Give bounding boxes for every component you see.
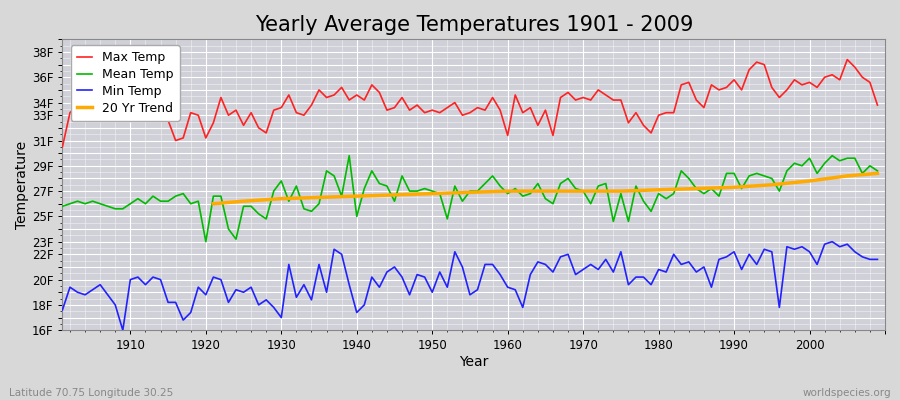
Max Temp (57, 144, 68, 149)
Y-axis label: Temperature: Temperature (15, 141, 29, 229)
Legend: Max Temp, Mean Temp, Min Temp, 20 Yr Trend: Max Temp, Mean Temp, Min Temp, 20 Yr Tre… (71, 45, 180, 121)
Line: Min Temp: Min Temp (62, 242, 878, 330)
Max Temp (842, 57, 852, 62)
Min Temp (872, 257, 883, 262)
20 Yr Trend (872, 171, 883, 176)
Max Temp (284, 92, 294, 97)
20 Yr Trend (464, 190, 475, 195)
Line: Mean Temp: Mean Temp (62, 156, 878, 242)
Min Temp (125, 277, 136, 282)
Mean Temp (608, 219, 618, 224)
20 Yr Trend (540, 189, 551, 194)
20 Yr Trend (389, 192, 400, 197)
Mean Temp (57, 204, 68, 209)
Mean Temp (337, 194, 347, 198)
20 Yr Trend (842, 174, 852, 178)
Text: worldspecies.org: worldspecies.org (803, 388, 891, 398)
Mean Temp (509, 186, 520, 191)
Mean Temp (344, 153, 355, 158)
Max Temp (328, 92, 339, 97)
20 Yr Trend (578, 189, 589, 194)
Mean Temp (291, 184, 302, 188)
20 Yr Trend (351, 194, 362, 198)
Line: Max Temp: Max Temp (62, 60, 878, 147)
Text: Latitude 70.75 Longitude 30.25: Latitude 70.75 Longitude 30.25 (9, 388, 173, 398)
20 Yr Trend (804, 178, 814, 183)
Mean Temp (518, 194, 528, 198)
Line: 20 Yr Trend: 20 Yr Trend (213, 173, 878, 204)
20 Yr Trend (427, 191, 437, 196)
20 Yr Trend (276, 196, 287, 201)
Min Temp (827, 239, 838, 244)
20 Yr Trend (729, 185, 740, 190)
Min Temp (291, 295, 302, 300)
Min Temp (600, 257, 611, 262)
Min Temp (57, 308, 68, 312)
Max Temp (117, 113, 128, 118)
Max Temp (502, 133, 513, 138)
20 Yr Trend (208, 201, 219, 206)
20 Yr Trend (616, 189, 626, 194)
20 Yr Trend (691, 186, 702, 191)
20 Yr Trend (653, 188, 664, 192)
20 Yr Trend (502, 189, 513, 194)
X-axis label: Year: Year (459, 355, 489, 369)
20 Yr Trend (238, 199, 249, 204)
Min Temp (509, 287, 520, 292)
Min Temp (502, 285, 513, 290)
Mean Temp (201, 239, 212, 244)
Max Temp (593, 88, 604, 92)
20 Yr Trend (767, 182, 778, 187)
20 Yr Trend (313, 195, 324, 200)
Min Temp (337, 252, 347, 257)
Mean Temp (117, 206, 128, 211)
Mean Temp (872, 168, 883, 173)
Max Temp (872, 103, 883, 108)
Max Temp (495, 108, 506, 112)
Title: Yearly Average Temperatures 1901 - 2009: Yearly Average Temperatures 1901 - 2009 (255, 15, 693, 35)
Min Temp (117, 328, 128, 332)
